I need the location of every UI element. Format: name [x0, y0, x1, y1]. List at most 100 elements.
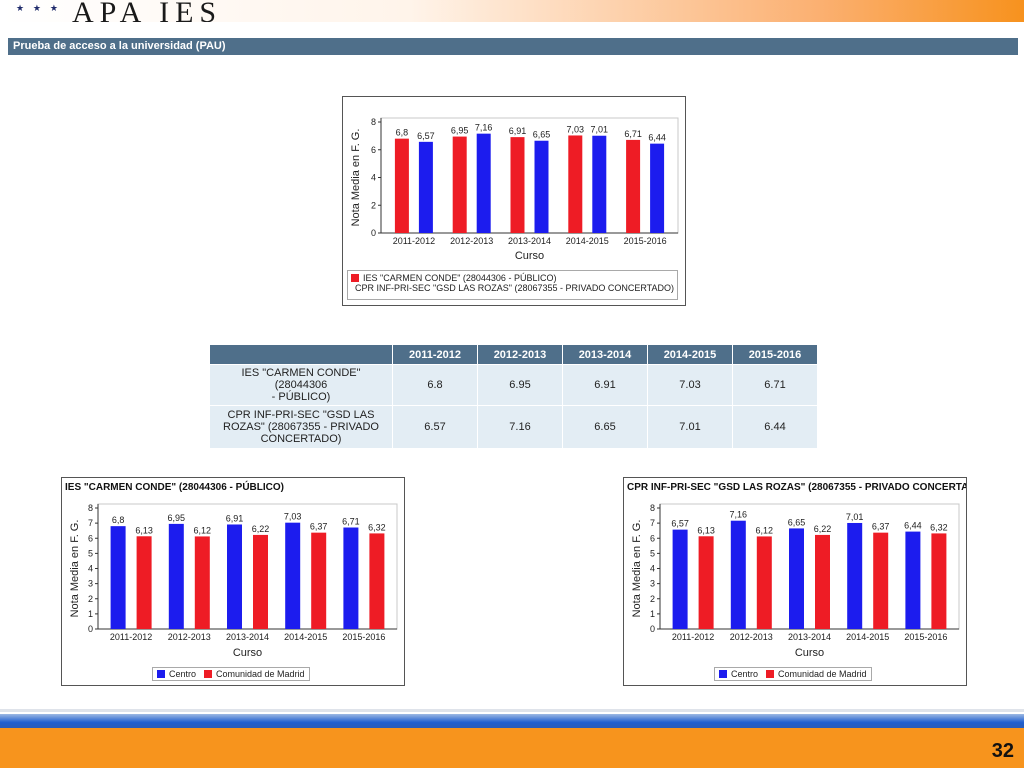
legend-label: Comunidad de Madrid [216, 669, 305, 679]
bar [789, 528, 804, 629]
data-label: 6,12 [756, 525, 774, 535]
legend-item: IES "CARMEN CONDE" (28044306 - PÚBLICO) [351, 273, 674, 283]
y-tick-label: 2 [650, 594, 655, 604]
data-label: 6,12 [194, 525, 212, 535]
y-axis-label: Nota Media en F. G. [631, 520, 643, 618]
y-tick-label: 3 [88, 579, 93, 589]
y-tick-label: 0 [88, 624, 93, 634]
y-axis-label: Nota Media en F. G. [69, 520, 81, 618]
data-label: 6,37 [872, 522, 890, 532]
legend-item: Comunidad de Madrid [766, 669, 867, 679]
bar [452, 136, 467, 233]
x-tick-label: 2012-2013 [450, 236, 493, 246]
bar [592, 135, 607, 233]
bar [476, 133, 491, 233]
bar [394, 138, 409, 233]
x-tick-label: 2013-2014 [788, 632, 831, 642]
y-tick-label: 4 [88, 564, 93, 574]
data-label: 6,32 [930, 522, 948, 532]
bar [418, 141, 433, 233]
table-row-label: CPR INF-PRI-SEC "GSD LAS ROZAS" (28067355… [210, 405, 393, 448]
legend-label: CPR INF-PRI-SEC "GSD LAS ROZAS" (2806735… [355, 283, 674, 293]
footer-orange-band [0, 728, 1024, 768]
y-tick-label: 6 [650, 533, 655, 543]
legend-swatch-red [766, 670, 775, 678]
data-label: 6,57 [671, 519, 689, 529]
y-tick-label: 7 [650, 518, 655, 528]
legend-item: Centro [157, 669, 196, 679]
table-cell: 6.71 [732, 364, 818, 406]
x-tick-label: 2011-2012 [393, 236, 435, 246]
legend-label: Centro [731, 669, 759, 679]
data-label: 6,44 [904, 521, 922, 531]
y-tick-label: 4 [650, 564, 655, 574]
x-axis-label: Curso [795, 647, 824, 659]
legend-label: Centro [169, 669, 197, 679]
data-label: 6,8 [396, 128, 409, 138]
bar [136, 536, 152, 629]
y-tick-label: 3 [650, 579, 655, 589]
x-tick-label: 2014-2015 [284, 632, 327, 642]
table-cell: 6.65 [562, 405, 648, 448]
top-banner [0, 0, 1024, 22]
x-tick-label: 2014-2015 [846, 632, 889, 642]
y-tick-label: 1 [88, 609, 93, 619]
bar [698, 536, 714, 629]
section-title: Prueba de acceso a la universidad (PAU) [8, 38, 1018, 55]
data-label: 7,16 [730, 510, 748, 520]
data-label: 7,16 [475, 123, 493, 133]
table-cell: 6.57 [392, 405, 478, 448]
data-label: 6,65 [533, 130, 551, 140]
y-tick-label: 2 [88, 594, 93, 604]
bar [905, 531, 921, 629]
data-label: 6,13 [697, 525, 715, 535]
table-cell: 7.01 [647, 405, 733, 448]
bar [931, 533, 947, 629]
y-tick-label: 1 [650, 609, 655, 619]
data-label: 6,37 [310, 522, 328, 532]
x-axis-label: Curso [233, 647, 262, 659]
y-tick-label: 0 [650, 624, 655, 634]
table-column-header: 2014-2015 [647, 345, 733, 365]
data-label: 6,22 [252, 524, 270, 534]
legend-item: Centro [719, 669, 758, 679]
y-tick-label: 7 [88, 518, 93, 528]
bar [756, 536, 772, 629]
legend-item: Comunidad de Madrid [204, 669, 305, 679]
data-label: 7,03 [567, 124, 585, 134]
gsd-las-rozas-chart: CPR INF-PRI-SEC "GSD LAS ROZAS" (2806735… [623, 477, 967, 686]
bar [873, 532, 889, 629]
data-label: 6,8 [112, 515, 125, 525]
bar [510, 137, 525, 233]
gsd-las-rozas-chart-legend: Centro Comunidad de Madrid [714, 667, 872, 681]
page-number: 32 [991, 740, 1014, 762]
data-label: 6,71 [342, 517, 360, 527]
comparison-chart-legend: IES "CARMEN CONDE" (28044306 - PÚBLICO) … [347, 270, 678, 300]
apa-ies-logo: ★ ★ ★ APA IES [8, 0, 218, 22]
data-label: 6,32 [368, 522, 386, 532]
legend-swatch-blue [157, 670, 165, 678]
legend-swatch-red [204, 670, 213, 678]
bar [650, 143, 665, 233]
x-axis-label: Curso [515, 250, 544, 262]
table-cell: 7.16 [477, 405, 563, 448]
legend-label: Comunidad de Madrid [778, 669, 867, 679]
x-tick-label: 2013-2014 [226, 632, 269, 642]
bar [343, 527, 359, 629]
x-tick-label: 2015-2016 [342, 632, 385, 642]
bar [730, 520, 746, 629]
carmen-conde-chart: IES "CARMEN CONDE" (28044306 - PÚBLICO) 0… [61, 477, 405, 686]
data-label: 7,03 [284, 512, 302, 522]
table-row: CPR INF-PRI-SEC "GSD LAS ROZAS" (28067355… [210, 405, 818, 448]
logo-text: APA IES [72, 0, 218, 22]
bar [110, 526, 126, 629]
data-label: 6,57 [417, 131, 435, 141]
table-column-header: 2015-2016 [732, 345, 818, 365]
table-column-header: 2013-2014 [562, 345, 648, 365]
table-cell: 6.44 [732, 405, 818, 448]
data-label: 6,91 [226, 513, 244, 523]
legend-swatch-blue [719, 670, 727, 678]
legend-swatch-red [351, 274, 359, 282]
x-tick-label: 2011-2012 [672, 632, 714, 642]
data-label: 6,13 [135, 525, 153, 535]
